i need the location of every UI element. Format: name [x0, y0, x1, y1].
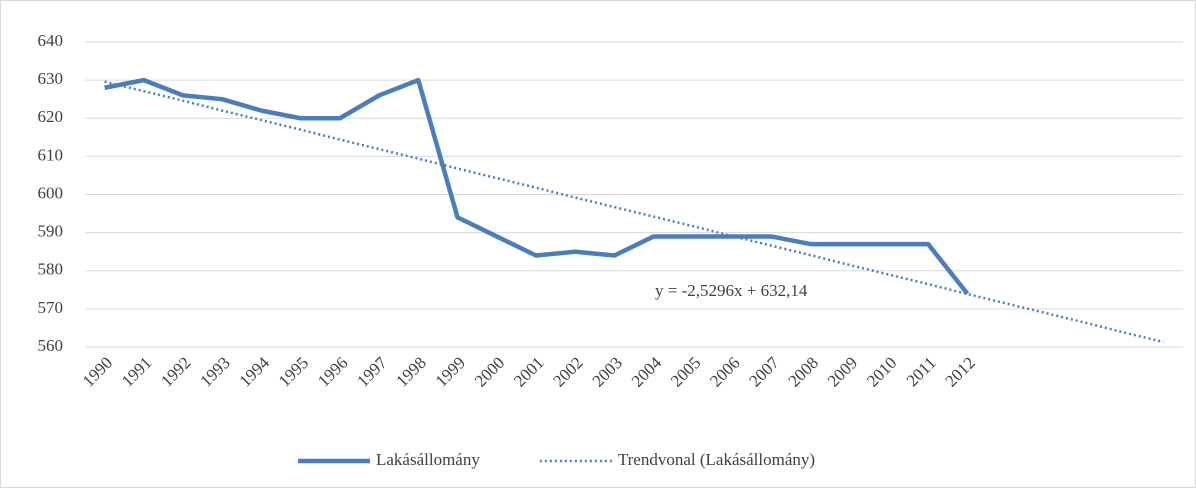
y-tick-label: 570: [38, 298, 64, 317]
y-tick-label: 610: [38, 145, 64, 164]
trend-equation: y = -2,5296x + 632,14: [655, 281, 808, 300]
trend-line: [104, 80, 1164, 344]
y-tick-label: 620: [38, 107, 64, 126]
y-tick-label: 640: [38, 31, 64, 50]
y-tick-label: 560: [38, 336, 64, 355]
legend-label: Lakásállomány: [376, 450, 480, 469]
y-tick-label: 590: [38, 222, 64, 241]
y-tick-label: 600: [38, 183, 64, 202]
legend-label: Trendvonal (Lakásállomány): [618, 450, 815, 469]
data-line: [104, 77, 970, 296]
y-tick-label: 580: [38, 260, 64, 279]
y-tick-label: 630: [38, 69, 64, 88]
